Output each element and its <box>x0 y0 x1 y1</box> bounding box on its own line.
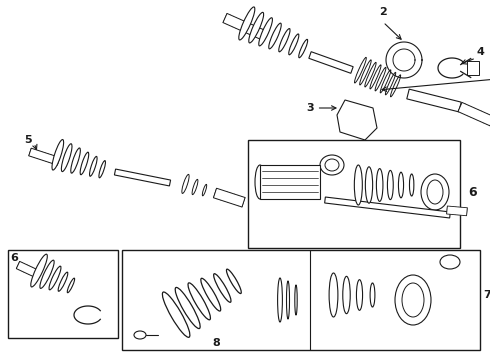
Text: 2: 2 <box>379 7 387 17</box>
Ellipse shape <box>279 28 290 52</box>
Ellipse shape <box>31 254 48 287</box>
Ellipse shape <box>202 184 207 196</box>
Ellipse shape <box>356 280 363 310</box>
Ellipse shape <box>410 174 414 196</box>
Ellipse shape <box>80 152 89 175</box>
Ellipse shape <box>67 278 74 293</box>
Ellipse shape <box>175 287 200 329</box>
Text: 6: 6 <box>468 185 477 198</box>
Text: 6: 6 <box>10 253 18 263</box>
Ellipse shape <box>366 167 372 203</box>
Ellipse shape <box>249 12 264 43</box>
Ellipse shape <box>71 148 80 173</box>
Polygon shape <box>309 52 353 73</box>
Polygon shape <box>214 188 245 207</box>
Ellipse shape <box>376 168 383 201</box>
Bar <box>260 165 320 199</box>
Ellipse shape <box>188 283 210 320</box>
Ellipse shape <box>354 165 362 205</box>
Ellipse shape <box>289 34 299 55</box>
Ellipse shape <box>391 75 401 97</box>
Ellipse shape <box>352 110 366 126</box>
Text: 5: 5 <box>24 135 32 145</box>
Ellipse shape <box>58 272 68 291</box>
Ellipse shape <box>214 274 231 302</box>
Polygon shape <box>447 206 467 216</box>
Bar <box>467 61 479 75</box>
Text: 8: 8 <box>212 338 220 348</box>
Ellipse shape <box>385 72 396 95</box>
Ellipse shape <box>380 70 391 93</box>
Ellipse shape <box>375 67 386 91</box>
Ellipse shape <box>343 276 350 314</box>
Text: 3: 3 <box>306 103 336 113</box>
Text: 4: 4 <box>476 47 484 57</box>
Ellipse shape <box>182 174 189 193</box>
Ellipse shape <box>201 278 220 311</box>
Ellipse shape <box>52 140 64 170</box>
Polygon shape <box>223 13 266 40</box>
Bar <box>8 250 118 338</box>
Ellipse shape <box>365 62 376 87</box>
Ellipse shape <box>61 144 72 172</box>
Ellipse shape <box>239 7 255 40</box>
Ellipse shape <box>354 57 367 83</box>
Ellipse shape <box>299 39 308 58</box>
Polygon shape <box>337 100 377 140</box>
Ellipse shape <box>99 161 105 178</box>
Ellipse shape <box>90 156 97 176</box>
Ellipse shape <box>49 266 61 290</box>
Bar <box>122 250 480 350</box>
Ellipse shape <box>329 273 338 317</box>
Ellipse shape <box>398 172 404 198</box>
Ellipse shape <box>162 292 190 337</box>
Ellipse shape <box>192 179 198 195</box>
Ellipse shape <box>360 60 371 85</box>
Text: 7: 7 <box>483 290 490 300</box>
Polygon shape <box>114 169 171 186</box>
Polygon shape <box>29 148 60 165</box>
Ellipse shape <box>370 65 381 89</box>
Polygon shape <box>407 89 461 112</box>
Polygon shape <box>458 103 490 126</box>
Ellipse shape <box>226 269 241 293</box>
Ellipse shape <box>269 23 281 49</box>
Ellipse shape <box>388 170 393 199</box>
Ellipse shape <box>259 18 272 46</box>
Ellipse shape <box>370 283 375 307</box>
Ellipse shape <box>40 260 54 288</box>
Polygon shape <box>16 261 40 278</box>
Polygon shape <box>325 197 450 218</box>
Text: 1: 1 <box>382 70 490 91</box>
Bar <box>248 140 460 248</box>
